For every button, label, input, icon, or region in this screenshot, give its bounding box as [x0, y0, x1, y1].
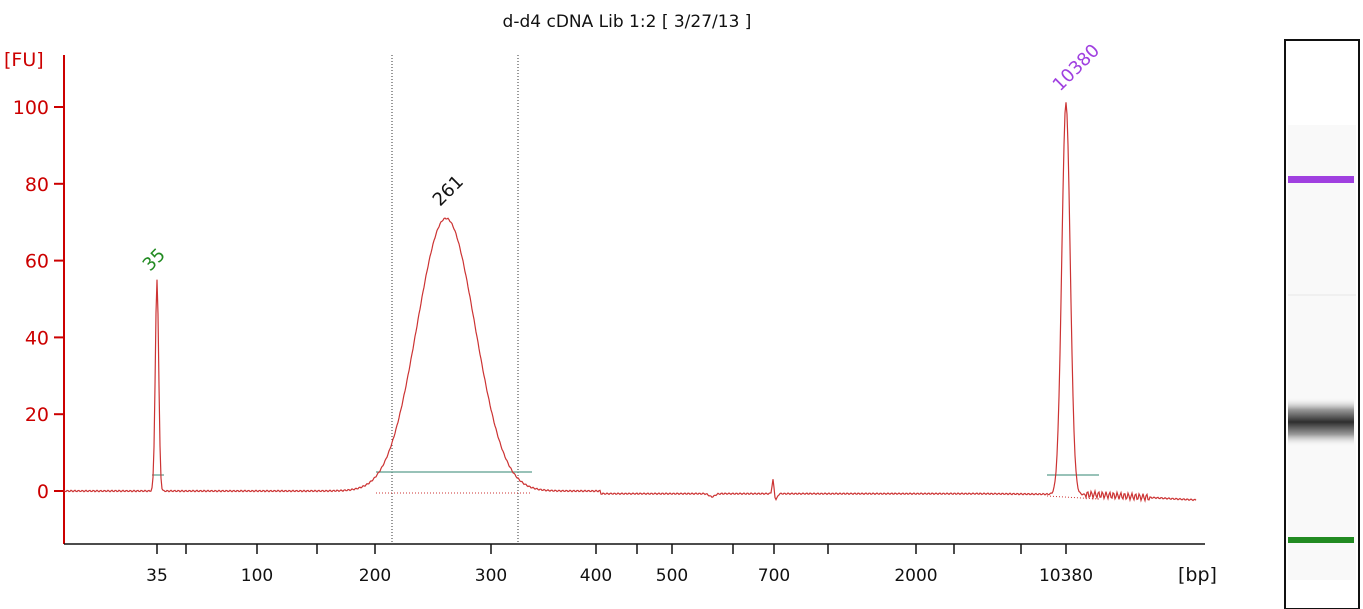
x-tick-label: 400	[580, 566, 612, 586]
x-tick-label: 200	[359, 566, 391, 586]
y-tick-label: 0	[37, 481, 49, 503]
x-axis-label: [bp]	[1178, 564, 1217, 586]
y-tick-label: 60	[25, 251, 49, 273]
y-ticks: 0 20 40 60 80 100	[13, 97, 64, 503]
peak-label: 10380	[1049, 40, 1104, 95]
x-tick-label: 2000	[894, 566, 937, 586]
peak-baseline-dotted-10380	[1046, 495, 1100, 500]
y-axis-label: [FU]	[4, 49, 44, 71]
peak-label: 35	[139, 244, 170, 275]
peak-label: 261	[429, 171, 468, 210]
x-tick-label: 100	[241, 566, 273, 586]
gel-band-upper-marker	[1288, 176, 1354, 183]
x-tick-label: 10380	[1039, 566, 1093, 586]
gel-band-lower-marker	[1288, 537, 1354, 543]
gel-lane	[1284, 39, 1360, 609]
x-tick-label: 700	[758, 566, 790, 586]
y-tick-label: 40	[25, 327, 49, 349]
fluorescence-trace	[63, 102, 1197, 503]
gel-band-sample	[1288, 397, 1354, 447]
x-tick-label: 500	[656, 566, 688, 586]
x-ticks: 35 100 200 300 400 500 700 2000 10380	[146, 544, 1093, 586]
x-tick-label: 35	[146, 566, 168, 586]
y-tick-label: 100	[13, 97, 49, 119]
chart-title: d-d4 cDNA Lib 1:2 [ 3/27/13 ]	[503, 12, 752, 32]
y-tick-label: 20	[25, 404, 49, 426]
x-tick-label: 300	[475, 566, 507, 586]
gel-lane-body	[1288, 125, 1356, 580]
peak-labels: 35 261 10380	[139, 40, 1104, 275]
y-tick-label: 80	[25, 174, 49, 196]
